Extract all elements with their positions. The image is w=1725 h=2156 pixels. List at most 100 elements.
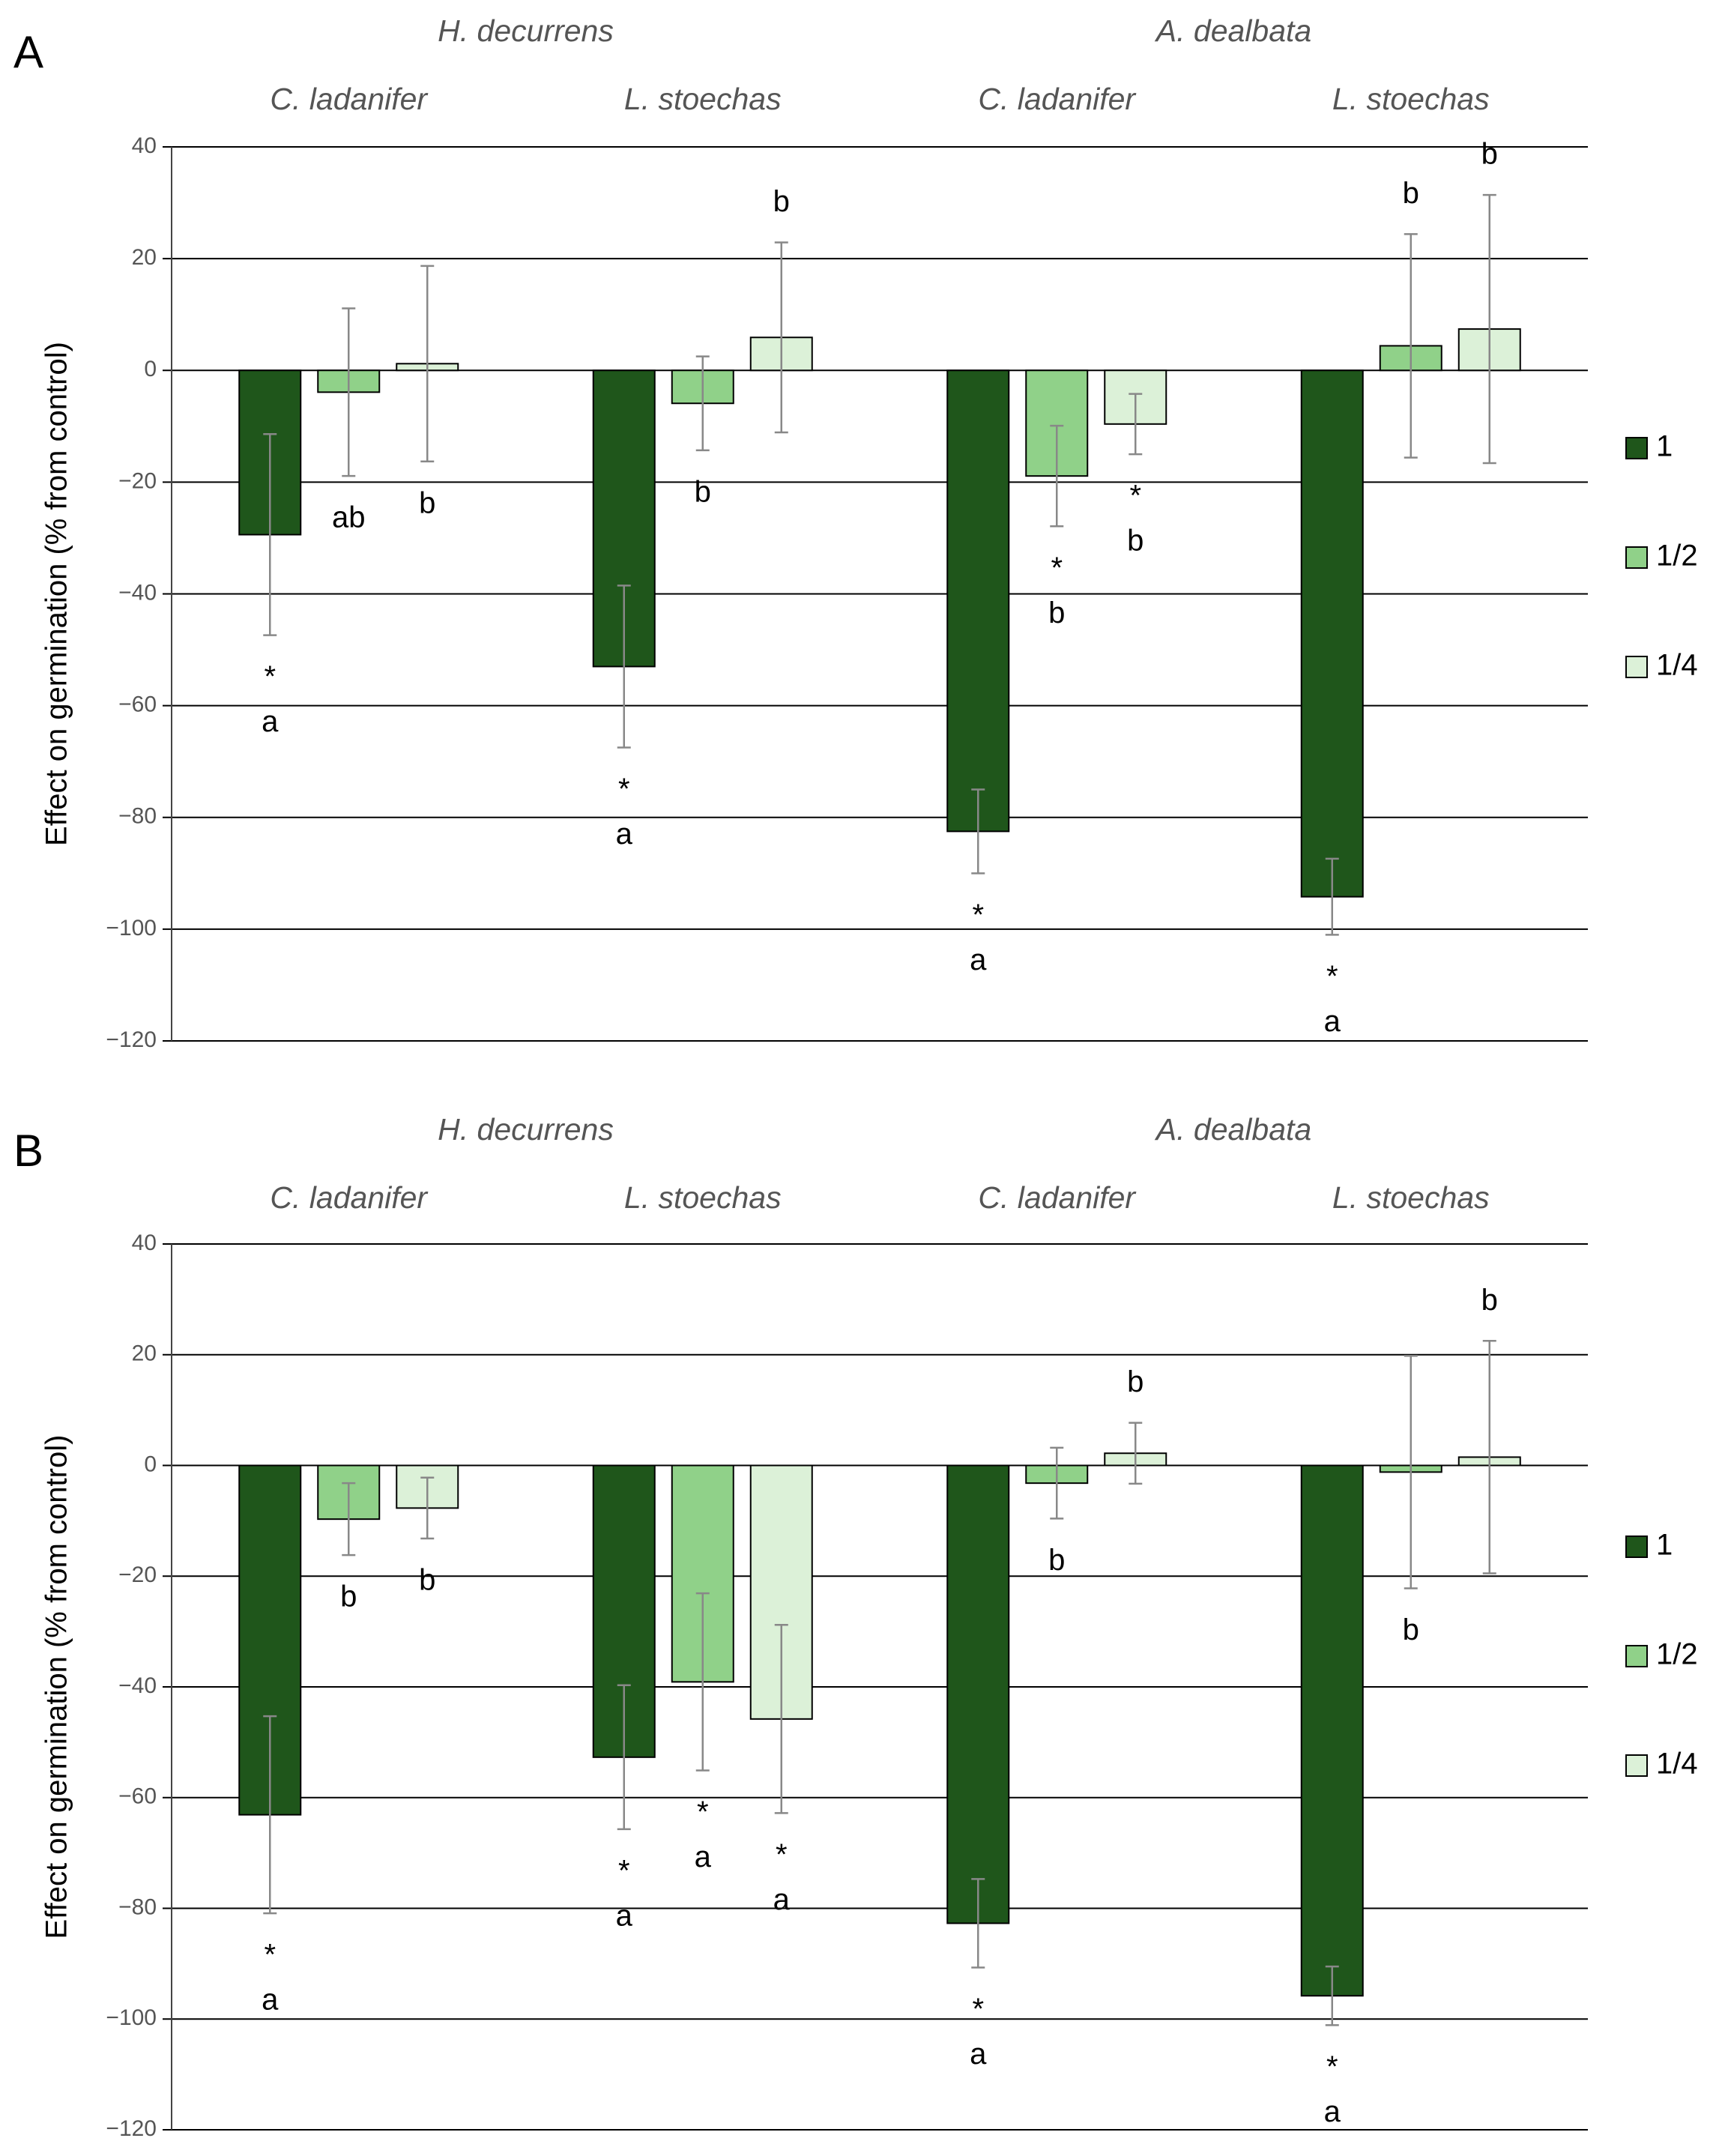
- error-bar: [774, 1624, 788, 1814]
- legend-swatch: [1625, 546, 1648, 569]
- significance-letter: a: [773, 1883, 791, 1916]
- category-label: L. stoechas: [1332, 82, 1490, 116]
- legend-label: 1/4: [1656, 1748, 1698, 1781]
- group-title: H. decurrens: [438, 1112, 614, 1147]
- error-bar: [342, 307, 356, 477]
- significance-letter: b: [773, 185, 790, 218]
- asterisk: *: [618, 773, 630, 806]
- legend-label: 1/2: [1656, 1638, 1698, 1671]
- legend-swatch: [1625, 1645, 1648, 1667]
- significance-letter: a: [970, 943, 987, 976]
- significance-letter: a: [616, 818, 633, 851]
- panel-label: B: [13, 1126, 43, 1176]
- bar: [1300, 1464, 1364, 1997]
- error-bar: [1325, 857, 1339, 936]
- y-tick-label: 40: [132, 1231, 157, 1255]
- y-axis-label: Effect on germination (% from control): [40, 1435, 73, 1939]
- error-bar: [774, 241, 788, 434]
- error-bar: [420, 1476, 435, 1540]
- significance-letter: a: [1324, 2095, 1341, 2128]
- legend-label: 1/4: [1656, 649, 1698, 682]
- significance-letter: b: [419, 1564, 435, 1597]
- significance-letter: b: [340, 1580, 357, 1613]
- y-tick-label: −40: [118, 580, 157, 605]
- significance-letter: b: [1048, 1544, 1065, 1577]
- category-label: L. stoechas: [624, 82, 782, 116]
- error-bar: [695, 355, 710, 452]
- error-bar: [695, 1592, 710, 1772]
- error-bar: [1482, 1340, 1496, 1574]
- category-label: L. stoechas: [624, 1180, 782, 1215]
- y-tick-label: −20: [118, 1562, 157, 1587]
- y-tick-label: −100: [106, 2005, 157, 2030]
- error-bar: [1050, 1446, 1064, 1520]
- category-label: L. stoechas: [1332, 1180, 1490, 1215]
- significance-letter: b: [695, 475, 711, 508]
- asterisk: *: [264, 1939, 276, 1972]
- asterisk: *: [1129, 480, 1141, 513]
- error-bar: [263, 1715, 277, 1915]
- legend-swatch: [1625, 1536, 1648, 1558]
- y-tick-label: −80: [118, 804, 157, 829]
- group-title: H. decurrens: [438, 13, 614, 48]
- y-axis-label: Effect on germination (% from control): [40, 342, 73, 846]
- asterisk: *: [776, 1838, 788, 1871]
- error-bar: [971, 788, 985, 875]
- error-bar: [617, 1684, 631, 1831]
- y-tick-label: −120: [106, 2116, 157, 2141]
- significance-letter: b: [1481, 138, 1498, 171]
- asterisk: *: [264, 660, 276, 693]
- category-label: C. ladanifer: [978, 82, 1137, 116]
- y-tick-label: −60: [118, 1784, 157, 1809]
- category-label: C. ladanifer: [270, 1180, 429, 1215]
- error-bar: [1050, 424, 1064, 528]
- legend-label: 1: [1656, 430, 1673, 463]
- significance-letter: a: [695, 1841, 712, 1873]
- asterisk: *: [697, 1796, 709, 1829]
- significance-letter: b: [1403, 177, 1419, 210]
- legend-swatch: [1625, 437, 1648, 459]
- y-tick-label: 40: [132, 133, 157, 158]
- bar: [946, 369, 1010, 833]
- y-tick-label: 20: [132, 245, 157, 270]
- error-bar: [263, 433, 277, 636]
- error-bar: [1325, 1965, 1339, 2026]
- bar: [1300, 369, 1364, 898]
- error-bar: [971, 1878, 985, 1969]
- error-bar: [1404, 233, 1418, 459]
- error-bar: [342, 1482, 356, 1556]
- significance-letter: a: [262, 705, 279, 738]
- group-title: A. dealbata: [1154, 13, 1311, 48]
- significance-letter: a: [970, 2038, 987, 2071]
- error-bar: [420, 265, 435, 463]
- bar: [946, 1464, 1010, 1924]
- group-title: A. dealbata: [1154, 1112, 1311, 1147]
- significance-letter: b: [1403, 1613, 1419, 1646]
- error-bar: [1404, 1354, 1418, 1589]
- significance-letter: b: [1481, 1284, 1498, 1317]
- error-bar: [1129, 393, 1143, 456]
- significance-letter: a: [262, 1984, 279, 2017]
- y-tick-label: 0: [144, 1452, 157, 1476]
- legend-swatch: [1625, 656, 1648, 678]
- y-tick-label: −100: [106, 916, 157, 940]
- significance-letter: a: [1324, 1005, 1341, 1038]
- error-bar: [1482, 193, 1496, 465]
- category-label: C. ladanifer: [270, 82, 429, 116]
- asterisk: *: [1326, 960, 1338, 993]
- asterisk: *: [1326, 2050, 1338, 2083]
- y-tick-label: 0: [144, 357, 157, 381]
- asterisk: *: [972, 1993, 984, 2026]
- significance-letter: b: [1127, 525, 1144, 558]
- y-tick-label: −120: [106, 1027, 157, 1052]
- legend-swatch: [1625, 1754, 1648, 1777]
- asterisk: *: [1051, 552, 1063, 585]
- y-tick-label: −20: [118, 468, 157, 493]
- asterisk: *: [972, 899, 984, 931]
- y-tick-label: −40: [118, 1673, 157, 1698]
- significance-letter: b: [419, 486, 435, 519]
- legend-label: 1/2: [1656, 540, 1698, 573]
- legend-label: 1: [1656, 1529, 1673, 1562]
- significance-letter: ab: [332, 501, 366, 534]
